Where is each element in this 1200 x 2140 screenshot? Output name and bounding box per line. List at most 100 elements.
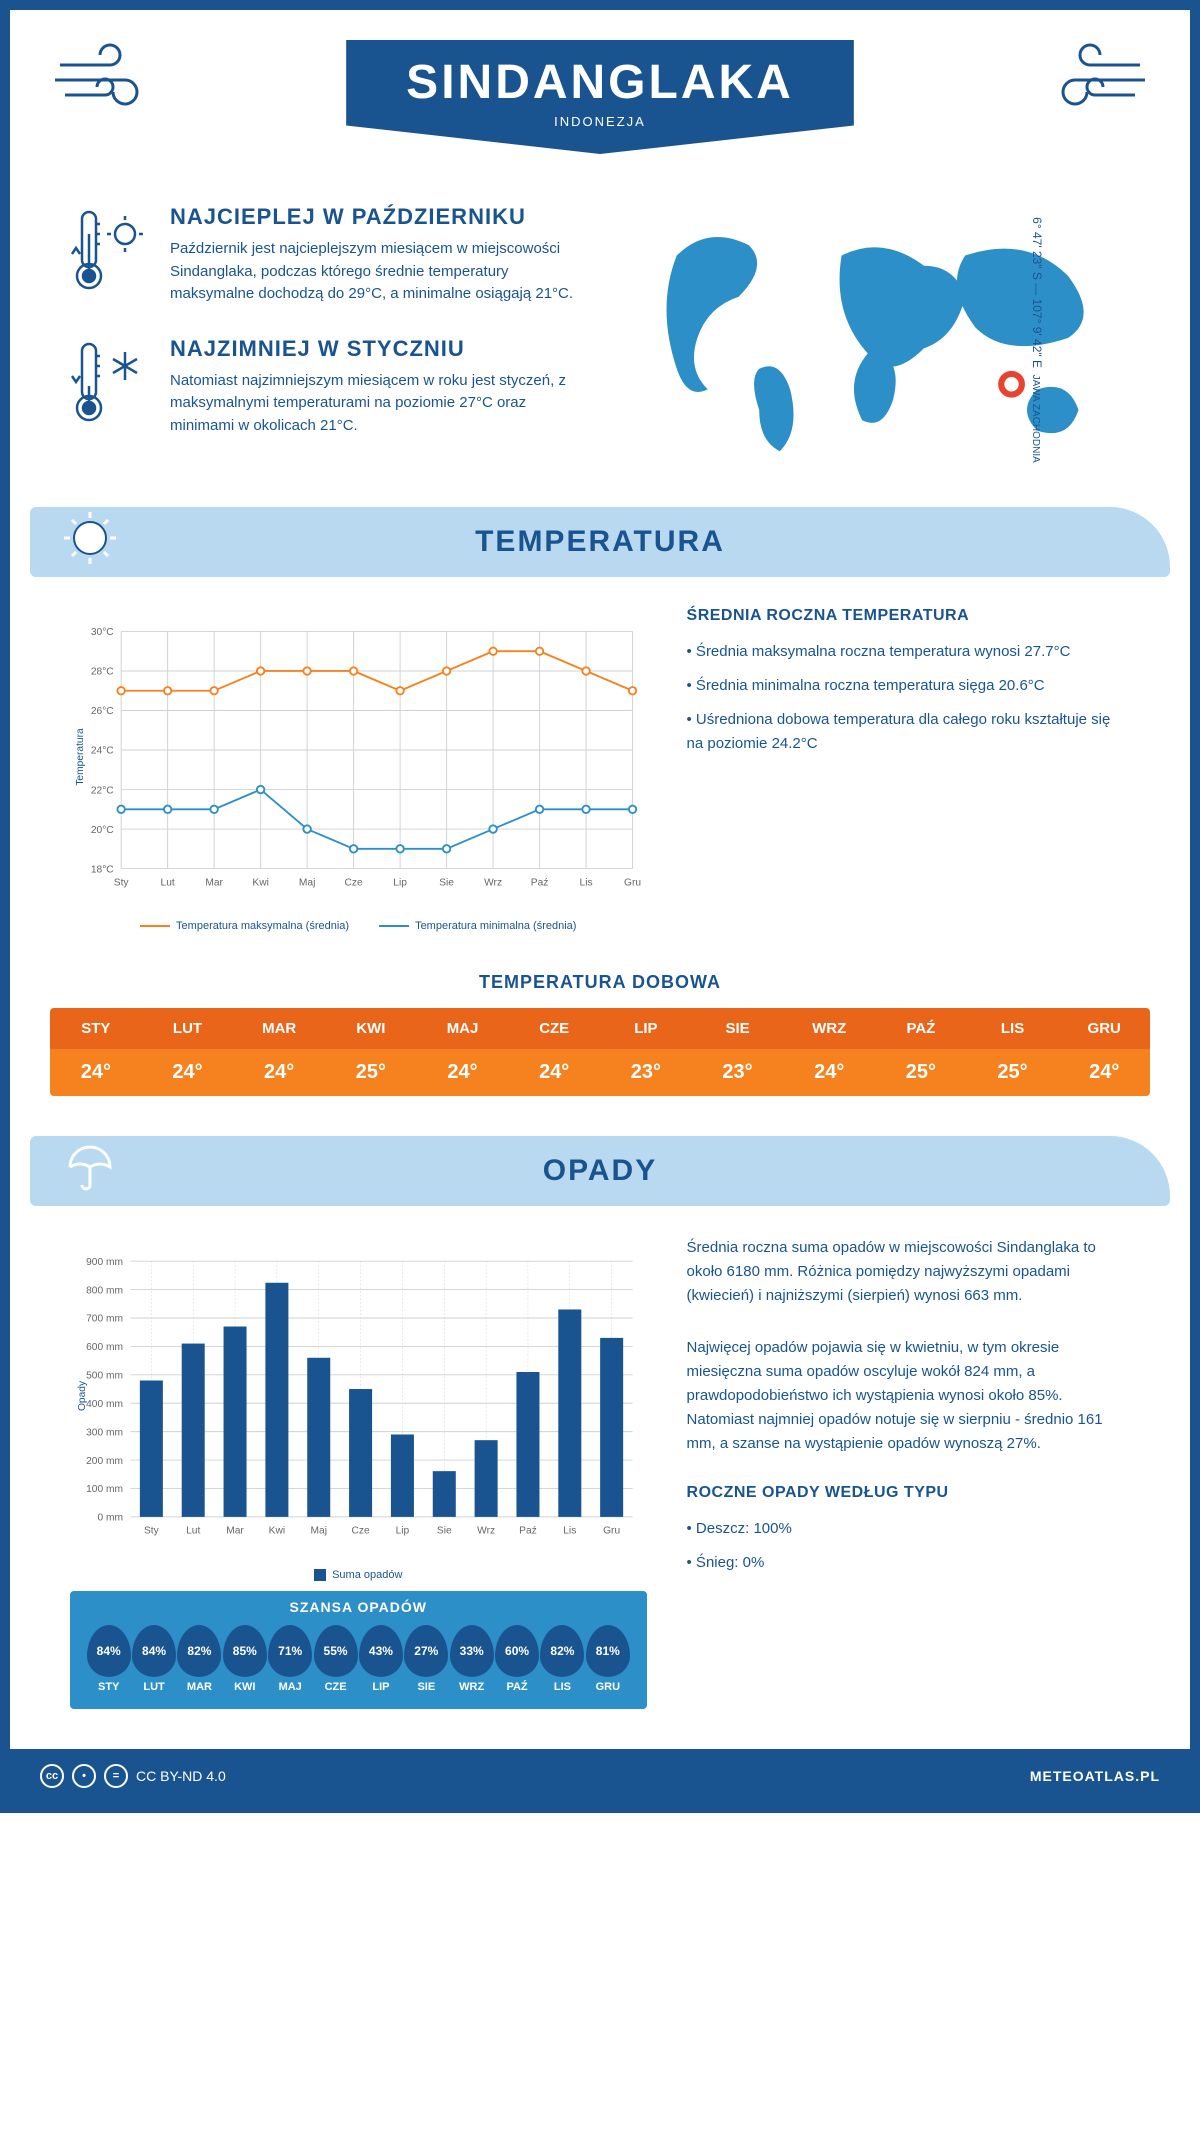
table-cell: 25° [325, 1049, 417, 1096]
drop-item: 71% MAJ [268, 1625, 313, 1693]
drop-item: 43% LIP [358, 1625, 403, 1693]
raindrop-icon: 55% [314, 1625, 358, 1677]
world-map-icon [615, 204, 1130, 472]
temperature-chart: 18°C20°C22°C24°C26°C28°C30°CStyLutMarKwi… [70, 607, 647, 932]
fact-text: Natomiast najzimniejszym miesiącem w rok… [170, 370, 585, 438]
table-header-cell: LIP [600, 1008, 692, 1049]
svg-text:100 mm: 100 mm [86, 1484, 123, 1495]
coordinates: 6° 47' 23" S — 107° 9' 42" E JAWA ZACHOD… [1030, 218, 1044, 464]
table-cell: 24° [233, 1049, 325, 1096]
map-column: 6° 47' 23" S — 107° 9' 42" E JAWA ZACHOD… [615, 204, 1130, 477]
svg-text:200 mm: 200 mm [86, 1456, 123, 1467]
table-header-cell: WRZ [783, 1008, 875, 1049]
svg-text:500 mm: 500 mm [86, 1370, 123, 1381]
fact-title: NAJZIMNIEJ W STYCZNIU [170, 336, 585, 362]
page-title: SINDANGLAKA [406, 55, 794, 110]
raindrop-icon: 71% [268, 1625, 312, 1677]
wind-icon [50, 40, 160, 125]
svg-text:Paź: Paź [519, 1525, 537, 1536]
drop-month: MAR [177, 1681, 222, 1693]
page-subtitle: INDONEZJA [406, 114, 794, 129]
raindrop-icon: 84% [132, 1625, 176, 1677]
table-header-cell: CZE [508, 1008, 600, 1049]
precip-para: Średnia roczna suma opadów w miejscowośc… [687, 1236, 1130, 1308]
raindrop-icon: 43% [359, 1625, 403, 1677]
brand: METEOATLAS.PL [1030, 1768, 1160, 1784]
drop-month: PAŹ [494, 1681, 539, 1693]
raindrop-icon: 82% [540, 1625, 584, 1677]
drop-month: CZE [313, 1681, 358, 1693]
table-cell: 23° [600, 1049, 692, 1096]
intro-row: NAJCIEPLEJ W PAŹDZIERNIKU Październik je… [10, 204, 1190, 507]
table-cell: 24° [50, 1049, 142, 1096]
section-header-precip: OPADY [30, 1136, 1170, 1206]
stat-line: • Średnia maksymalna roczna temperatura … [687, 640, 1130, 664]
daily-temp-table: STYLUTMARKWIMAJCZELIPSIEWRZPAŹLISGRU 24°… [50, 1008, 1150, 1096]
drop-month: LUT [131, 1681, 176, 1693]
svg-text:Sie: Sie [437, 1525, 452, 1536]
daily-temp-title: TEMPERATURA DOBOWA [10, 972, 1190, 993]
table-header-cell: MAR [233, 1008, 325, 1049]
raindrop-icon: 33% [450, 1625, 494, 1677]
svg-text:18°C: 18°C [91, 864, 114, 875]
table-cell: 25° [967, 1049, 1059, 1096]
header: SINDANGLAKA INDONEZJA [10, 10, 1190, 204]
nd-icon: = [104, 1764, 128, 1788]
table-cell: 24° [142, 1049, 234, 1096]
table-header-cell: GRU [1058, 1008, 1150, 1049]
svg-text:Sty: Sty [144, 1525, 160, 1536]
svg-text:Lip: Lip [396, 1525, 410, 1536]
svg-text:Lut: Lut [161, 877, 175, 888]
drop-month: MAJ [268, 1681, 313, 1693]
svg-text:Maj: Maj [311, 1525, 327, 1536]
drop-item: 55% CZE [313, 1625, 358, 1693]
fact-title: NAJCIEPLEJ W PAŹDZIERNIKU [170, 204, 585, 230]
thermometer-sun-icon [70, 204, 150, 306]
drop-item: 82%MAR [177, 1625, 222, 1693]
stat-line: • Średnia minimalna roczna temperatura s… [687, 674, 1130, 698]
thermometer-snow-icon [70, 336, 150, 438]
svg-text:Mar: Mar [205, 877, 223, 888]
drop-month: LIP [358, 1681, 403, 1693]
precip-chance-panel: SZANSA OPADÓW 84%STY84%LUT82%MAR85%KWI71… [70, 1591, 647, 1709]
precip-type-title: ROCZNE OPADY WEDŁUG TYPU [687, 1484, 1130, 1502]
table-cell: 24° [1058, 1049, 1150, 1096]
temperature-body: 18°C20°C22°C24°C26°C28°C30°CStyLutMarKwi… [10, 577, 1190, 962]
table-header-cell: KWI [325, 1008, 417, 1049]
table-header-cell: STY [50, 1008, 142, 1049]
raindrop-icon: 81% [586, 1625, 630, 1677]
drop-month: WRZ [449, 1681, 494, 1693]
raindrop-icon: 85% [223, 1625, 267, 1677]
svg-text:Cze: Cze [345, 877, 363, 888]
svg-text:Gru: Gru [624, 877, 641, 888]
drop-item: 60%PAŹ [494, 1625, 539, 1693]
svg-text:22°C: 22°C [91, 785, 114, 796]
sun-icon [60, 508, 120, 576]
table-cell: 24° [783, 1049, 875, 1096]
infographic-page: SINDANGLAKA INDONEZJA NAJCIEPLEJ W PAŹDZ… [0, 0, 1200, 1813]
table-cell: 24° [417, 1049, 509, 1096]
svg-text:800 mm: 800 mm [86, 1285, 123, 1296]
table-header-cell: LUT [142, 1008, 234, 1049]
precip-type: • Śnieg: 0% [687, 1551, 1130, 1575]
svg-text:Temperatura: Temperatura [75, 728, 86, 786]
raindrop-icon: 27% [404, 1625, 448, 1677]
drop-month: STY [86, 1681, 131, 1693]
precip-chart-area: 0 mm100 mm200 mm300 mm400 mm500 mm600 mm… [70, 1236, 647, 1719]
svg-text:Kwi: Kwi [269, 1525, 285, 1536]
svg-text:700 mm: 700 mm [86, 1314, 123, 1325]
raindrop-icon: 84% [87, 1625, 131, 1677]
drop-item: 27%SIE [404, 1625, 449, 1693]
svg-text:Lis: Lis [563, 1525, 576, 1536]
svg-text:Gru: Gru [603, 1525, 620, 1536]
umbrella-icon [60, 1137, 120, 1205]
title-banner: SINDANGLAKA INDONEZJA [346, 40, 854, 154]
drop-item: 84% LUT [131, 1625, 176, 1693]
svg-text:Kwi: Kwi [252, 877, 268, 888]
drop-item: 84% STY [86, 1625, 131, 1693]
svg-text:Lis: Lis [580, 877, 593, 888]
facts-column: NAJCIEPLEJ W PAŹDZIERNIKU Październik je… [70, 204, 585, 477]
svg-text:Sty: Sty [114, 877, 130, 888]
svg-text:20°C: 20°C [91, 825, 114, 836]
table-header-cell: SIE [692, 1008, 784, 1049]
